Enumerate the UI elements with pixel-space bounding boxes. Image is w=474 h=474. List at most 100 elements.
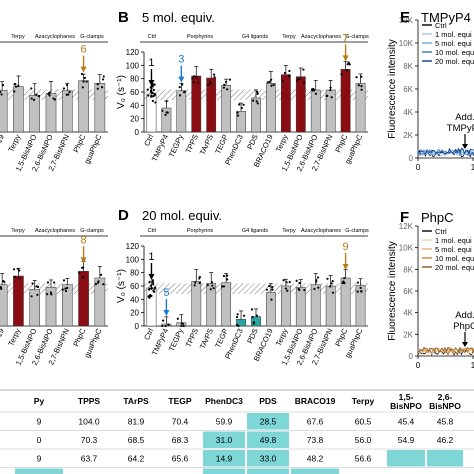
data-point [212, 287, 215, 290]
annotation-line2: PhpC [453, 321, 474, 332]
table-header: Terpy [352, 396, 375, 406]
data-point [0, 287, 3, 290]
group-label: Azacyclophanes [301, 228, 341, 234]
group-label: G-clamps [80, 228, 104, 234]
bar-PDS [251, 97, 261, 133]
data-point [302, 68, 305, 71]
data-point [151, 279, 154, 282]
annotation-arrowhead [342, 55, 349, 62]
table-cell: 73.8 [307, 435, 324, 445]
y-tick-label: 6K [403, 287, 413, 296]
group-label: Azacyclophanes [301, 34, 341, 40]
data-point [150, 87, 153, 90]
data-point [359, 286, 362, 289]
table-cell: 59.9 [216, 417, 233, 427]
y-axis-label: V₀ (s⁻¹) [116, 269, 127, 303]
y-axis-label: Fluorescence intensity [387, 241, 398, 341]
data-point [256, 102, 259, 105]
bar-TPPS [191, 281, 202, 327]
data-point [268, 80, 271, 83]
category-label-PDS: PDS [245, 327, 260, 345]
data-point [32, 98, 36, 101]
data-point [228, 78, 231, 81]
data-point [153, 287, 156, 290]
annotation-arrowhead [462, 342, 468, 347]
panel-letter-F: F [400, 209, 409, 226]
table-cell-highlight [387, 450, 425, 467]
trace-3 [417, 346, 474, 354]
data-point [329, 86, 332, 89]
data-point [343, 277, 346, 280]
data-point [313, 287, 316, 291]
data-point [64, 287, 67, 290]
category-label-Terpy: Terpy [6, 327, 22, 348]
data-point [102, 283, 105, 286]
y-tick-label: 60 [130, 88, 139, 97]
data-point [152, 283, 155, 286]
data-point [191, 77, 194, 80]
data-point [360, 290, 363, 293]
data-point [266, 81, 269, 84]
table-cell-highlight [247, 468, 289, 474]
data-point [357, 84, 360, 87]
table-cell: 33.0 [260, 454, 277, 464]
data-point [329, 89, 332, 92]
panel-title-B: 5 mol. equiv. [142, 10, 215, 25]
data-point [102, 75, 105, 78]
data-point [271, 285, 274, 289]
annotation-arrowhead [163, 310, 170, 316]
data-point [281, 79, 284, 82]
data-point [268, 284, 271, 288]
table-cell-highlight [291, 468, 339, 474]
data-point [181, 322, 185, 325]
bar-TPPS [191, 75, 202, 133]
table-cell: 9 [37, 454, 42, 464]
table-header: TArPS [123, 396, 149, 406]
data-point [96, 87, 99, 90]
data-point [272, 83, 275, 87]
line-panel-F: F PhpC 0 2K 4K 6K 8K 10K 12K Fluorescence intensi… [387, 209, 474, 370]
y-tick-label: 0 [135, 322, 140, 331]
data-point [288, 280, 291, 284]
group-label: Porphyrins [187, 34, 214, 40]
y-tick-label: 120 [126, 48, 140, 57]
data-point [80, 266, 84, 269]
annotation-label: 1 [148, 57, 154, 69]
annotation-arrowhead [80, 66, 87, 73]
table-cell: 70.3 [81, 435, 98, 445]
data-point [209, 80, 212, 84]
bar-1,5-BisNPO [29, 95, 41, 133]
bar-TEGP [221, 282, 232, 327]
data-point [30, 87, 33, 90]
group-label: Azacyclophanes [35, 34, 75, 40]
data-point [154, 101, 157, 104]
data-point [182, 324, 185, 328]
data-point [161, 319, 165, 322]
data-point [151, 99, 155, 103]
table-cell-highlight [247, 450, 289, 467]
bar-TEGP [221, 85, 232, 133]
data-point [298, 288, 301, 292]
annotation-arrowhead [342, 264, 349, 270]
bar-PhpC [340, 277, 351, 327]
bar-BRACO19 [266, 83, 276, 133]
x-tick-label: 1 [471, 361, 474, 370]
data-point [82, 275, 85, 279]
data-point [30, 295, 33, 298]
y-tick-label: 0 [135, 128, 140, 137]
panel-letter-D: D [118, 207, 129, 224]
table-cell: 104.0 [78, 417, 100, 427]
data-point [287, 74, 290, 77]
data-point [240, 106, 243, 110]
group-label: Terpy [11, 34, 25, 40]
y-tick-label: 20 [130, 309, 139, 318]
data-point [167, 323, 170, 326]
table-header: 2,6- [438, 392, 453, 402]
data-point [220, 285, 224, 288]
data-point [153, 94, 156, 97]
y-tick-label: 12K [399, 16, 414, 25]
data-point [283, 71, 287, 75]
table-cell-highlight [247, 431, 289, 448]
